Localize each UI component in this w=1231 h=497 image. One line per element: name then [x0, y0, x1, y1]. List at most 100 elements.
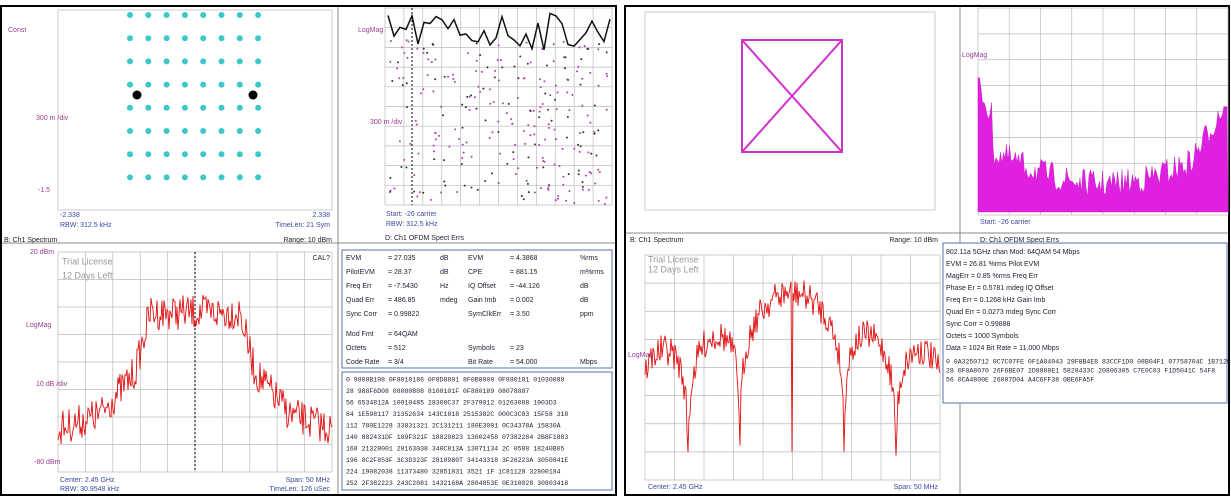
label: = 0.002 — [510, 297, 534, 304]
error-point — [479, 54, 482, 57]
error-point — [470, 186, 473, 189]
label: %rms — [580, 255, 598, 262]
error-point — [480, 70, 483, 73]
error-point — [603, 203, 606, 206]
error-point — [598, 171, 601, 174]
label: 140 882431DF 189F321F 18829823 13002458 … — [346, 434, 568, 441]
error-point — [477, 85, 480, 88]
error-point — [589, 71, 592, 74]
error-point — [593, 132, 596, 135]
error-point — [582, 131, 585, 134]
constellation-point — [218, 81, 225, 88]
error-point — [605, 72, 608, 75]
label: Start: -26 carrier — [980, 219, 1031, 226]
constellation-point — [145, 58, 152, 65]
error-point — [573, 202, 576, 205]
error-point — [581, 77, 584, 80]
error-point — [409, 142, 412, 145]
error-point — [538, 116, 541, 119]
label: Center: 2.45 GHz — [60, 477, 115, 484]
error-point — [422, 88, 425, 91]
label: 56 0CA4800E 26007D04 A4C6FF38 0BE6FA5F — [946, 377, 1094, 384]
label: 12 Days Left — [62, 270, 113, 280]
error-point — [549, 94, 552, 97]
constellation-point — [145, 35, 152, 42]
label: dB — [440, 269, 449, 276]
error-point — [448, 145, 451, 148]
label: dB — [580, 297, 589, 304]
label: 20 dBm — [30, 249, 54, 256]
error-point — [541, 103, 544, 106]
error-point — [417, 152, 420, 155]
label: 300 m /div — [370, 119, 403, 126]
label: Const — [8, 27, 26, 34]
error-point — [547, 123, 550, 126]
error-point — [526, 62, 529, 65]
error-point — [416, 47, 419, 50]
error-point — [533, 125, 536, 128]
error-point — [552, 60, 555, 63]
error-point — [557, 195, 560, 198]
error-point — [597, 168, 600, 171]
error-point — [577, 65, 580, 68]
error-point — [416, 195, 419, 198]
error-point — [516, 96, 519, 99]
error-point — [414, 119, 417, 122]
error-point — [581, 181, 584, 184]
label: Octets — [346, 345, 367, 352]
label: Trial License — [648, 254, 699, 264]
constellation-point — [163, 104, 170, 111]
error-point — [432, 90, 435, 93]
hex-box — [341, 371, 613, 491]
label: Phase Er = 0.5781 mdeg IQ Offset — [946, 285, 1054, 292]
error-point — [415, 123, 418, 126]
error-point — [525, 41, 528, 44]
label: = 54.000 — [510, 359, 538, 366]
error-point — [405, 39, 408, 42]
label: Code Rate — [346, 359, 380, 366]
error-point — [597, 129, 600, 132]
error-point — [554, 199, 557, 202]
error-point — [538, 78, 541, 81]
label: = 881.15 — [510, 269, 538, 276]
error-point — [456, 190, 459, 193]
error-point — [567, 173, 570, 176]
label: D: Ch1 OFDM Spect Errs — [385, 235, 464, 242]
error-point — [403, 52, 406, 55]
metrics-box — [341, 249, 613, 369]
error-point — [501, 66, 504, 69]
error-point — [496, 59, 499, 62]
error-point — [473, 96, 476, 99]
error-point — [452, 73, 455, 76]
constellation-point — [218, 35, 225, 42]
error-trace — [387, 12, 611, 52]
constellation-point — [236, 35, 243, 42]
label: LogMag — [628, 352, 653, 359]
error-point — [593, 104, 596, 107]
error-point — [389, 189, 392, 192]
label: Span: 50 MHz — [286, 477, 331, 484]
error-point — [422, 191, 425, 194]
label: TimeLen: 126 uSec — [270, 486, 331, 493]
error-point — [586, 114, 589, 117]
constellation-point — [145, 174, 152, 181]
error-point — [426, 73, 429, 76]
marker — [132, 90, 142, 100]
constellation-point — [200, 58, 207, 65]
error-point — [497, 182, 500, 185]
error-point — [535, 166, 538, 169]
error-point — [539, 86, 542, 89]
label: Bit Rate — [468, 359, 493, 366]
label: EVM — [468, 255, 483, 262]
label: -2.338 — [60, 212, 80, 219]
error-point — [542, 166, 545, 169]
constellation-point — [200, 81, 207, 88]
error-point — [554, 98, 557, 101]
error-point — [547, 188, 550, 191]
label: Hz — [440, 283, 449, 290]
label: LogMag — [26, 322, 51, 329]
label: 224 19082038 11373480 32851831 3521 1F 1… — [346, 469, 561, 476]
label: Sync Corr = 0.99888 — [946, 321, 1011, 328]
error-point — [400, 46, 403, 49]
